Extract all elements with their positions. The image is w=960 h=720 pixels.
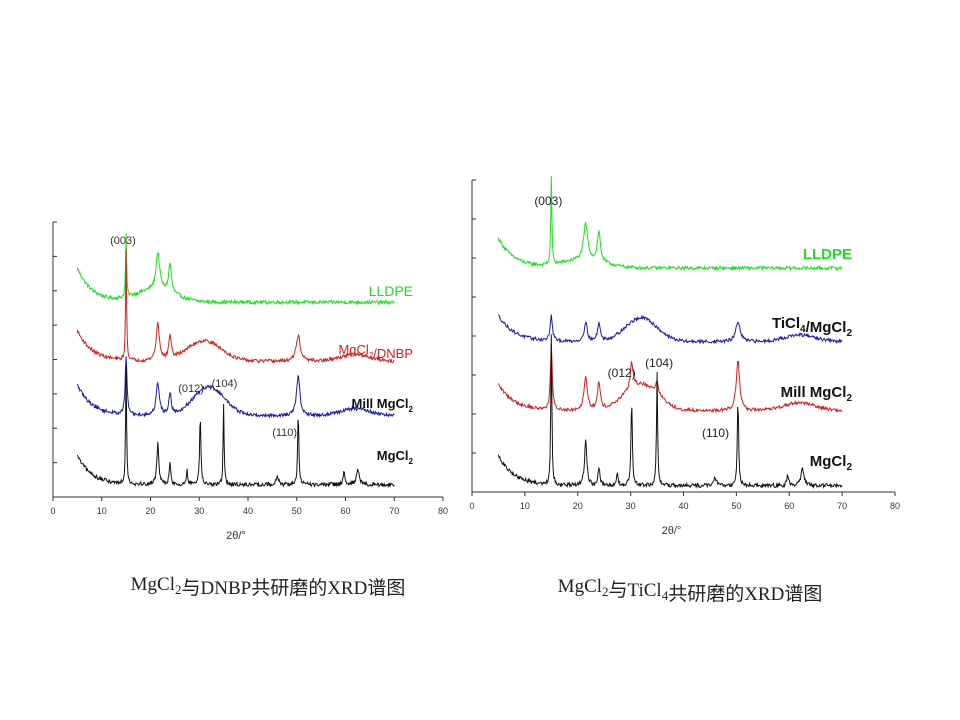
x-tick-label: 20 — [573, 501, 583, 511]
series-label: MgCl2/DNBP — [338, 342, 413, 361]
x-tick-label: 20 — [145, 506, 155, 516]
chart-ticl4: 0 10 20 30 40 50 60 70 802θ/°LLDPETiCl4/MgCl2Mil… — [469, 175, 900, 605]
series-line-mgcl2 — [76, 365, 395, 489]
x-axis-label: 2θ/° — [226, 530, 246, 542]
series-label: MgCl2 — [810, 453, 853, 473]
peak-annotation: (104) — [212, 378, 238, 390]
label-sub: 4 — [800, 324, 806, 335]
caption-sub2: 4 — [662, 588, 669, 603]
peak-annotation: (012) — [178, 383, 204, 395]
x-tick-label: 30 — [194, 506, 204, 516]
x-tick-label: 50 — [731, 501, 741, 511]
label-pre: Mill MgCl — [352, 396, 409, 411]
label-post: /DNBP — [373, 346, 413, 361]
x-tick-label: 0 — [50, 506, 55, 516]
series-line-mgcl2-dnbp — [76, 249, 395, 364]
peak-annotation: (003) — [110, 235, 136, 247]
x-tick-label: 0 — [469, 501, 474, 511]
x-axis-label: 2θ/° — [662, 525, 682, 537]
series-label: Mill MgCl2 — [781, 384, 853, 404]
series-label: Mill MgCl2 — [352, 396, 414, 414]
series-label: MgCl2 — [377, 448, 414, 466]
peak-annotation: (110) — [702, 426, 729, 440]
label-pre: MgCl — [338, 342, 368, 357]
x-tick-label: 40 — [678, 501, 688, 511]
caption-pre: MgCl — [558, 576, 602, 597]
label-pre: MgCl — [810, 453, 847, 470]
series-line-mill-mgcl2 — [76, 356, 395, 419]
series-label: LLDPE — [803, 246, 852, 263]
x-tick-label: 10 — [97, 506, 107, 516]
x-tick-label: 30 — [626, 501, 636, 511]
label-sub: 2 — [409, 457, 414, 466]
caption-sub: 2 — [602, 584, 609, 599]
label-sub: 2 — [846, 393, 852, 404]
label-pre: MgCl — [377, 448, 409, 463]
x-tick-label: 70 — [837, 501, 847, 511]
label-pre: Mill MgCl — [781, 384, 847, 401]
x-tick-label: 80 — [890, 501, 900, 511]
series-label: LLDPE — [369, 283, 413, 299]
label-sub: 2 — [846, 462, 852, 473]
x-tick-label: 60 — [340, 506, 350, 516]
label-sub: 2 — [409, 405, 414, 414]
x-tick-label: 50 — [292, 506, 302, 516]
series-label: TiCl4/MgCl2 — [772, 315, 852, 339]
caption-post: 与DNBP共研磨的XRD谱图 — [182, 577, 406, 599]
peak-annotation: (003) — [534, 194, 562, 208]
peak-annotation: (104) — [645, 356, 673, 370]
label-pre: LLDPE — [369, 283, 413, 299]
series-line-lldpe — [76, 232, 395, 306]
x-tick-label: 80 — [438, 506, 448, 516]
label-sub2: 2 — [846, 328, 852, 339]
x-tick-label: 10 — [520, 501, 530, 511]
caption-post: 共研磨的XRD谱图 — [668, 583, 822, 605]
caption-pre: MgCl — [131, 574, 175, 595]
label-post: /MgCl — [806, 319, 847, 336]
x-tick-label: 60 — [784, 501, 794, 511]
label-pre: LLDPE — [803, 246, 852, 263]
chart-dnbp: 0 10 20 30 40 50 60 70 802θ/°LLDPEMgCl2/DNBPMill… — [50, 221, 448, 599]
figure-caption: MgCl2与DNBP共研磨的XRD谱图 — [131, 574, 406, 599]
label-sub: 2 — [369, 351, 374, 360]
series-line-ticl4-mgcl2 — [498, 314, 843, 345]
caption-sub: 2 — [175, 582, 182, 597]
series-line-mill-mgcl2 — [497, 343, 843, 414]
peak-annotation: (110) — [272, 427, 297, 439]
caption-mid: 与TiCl — [609, 579, 662, 601]
figure-caption: MgCl2与TiCl4共研磨的XRD谱图 — [558, 576, 823, 605]
peak-annotation: (012) — [608, 366, 636, 380]
label-pre: TiCl — [772, 315, 800, 332]
series-line-lldpe — [497, 175, 843, 272]
x-tick-label: 70 — [389, 506, 399, 516]
series-line-mgcl2 — [497, 334, 843, 489]
x-tick-label: 40 — [243, 506, 253, 516]
